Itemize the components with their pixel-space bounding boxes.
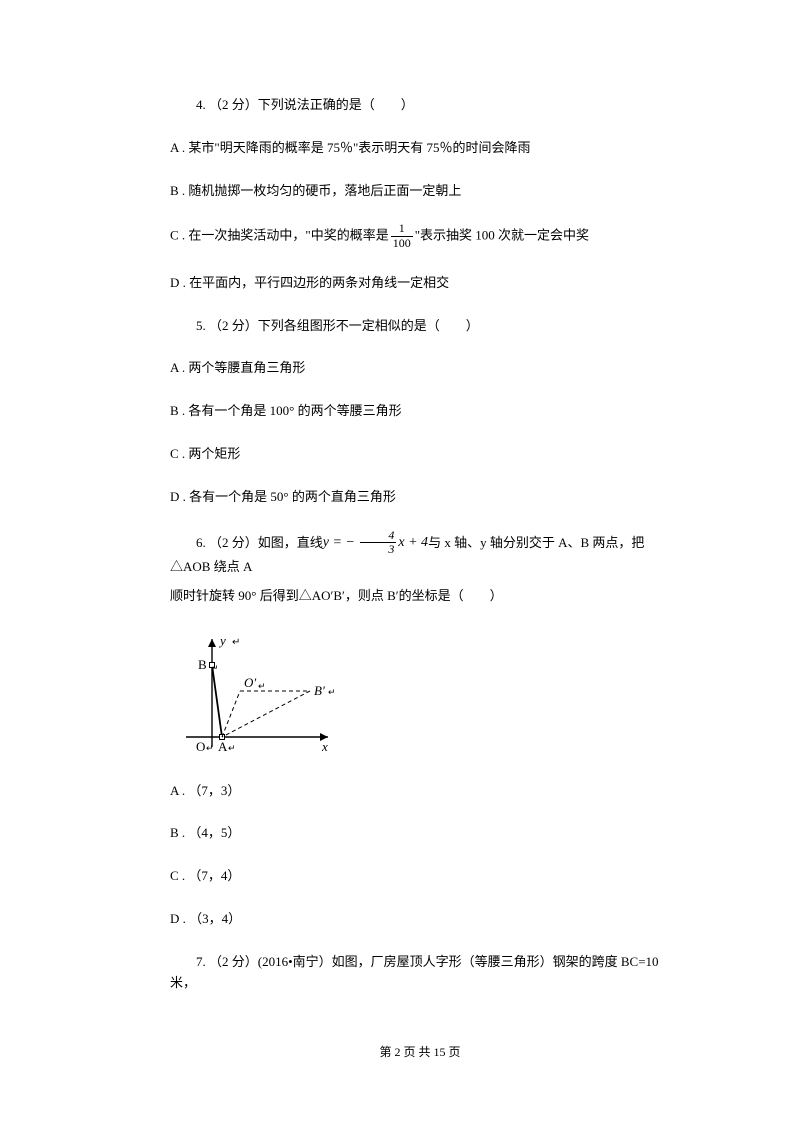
q6-figure: y↵xB↵O↵A↵O′↵B′↵	[170, 629, 670, 759]
q4-option-a: A . 某市"明天降雨的概率是 75％"表示明天有 75％的时间会降雨	[170, 138, 670, 159]
svg-text:B′: B′	[314, 683, 325, 698]
svg-text:↵: ↵	[206, 743, 214, 753]
svg-text:↵: ↵	[258, 681, 266, 691]
frac-den: 100	[391, 237, 413, 250]
svg-text:A: A	[218, 739, 228, 754]
svg-text:O′: O′	[244, 675, 256, 690]
svg-text:x: x	[321, 739, 328, 754]
fraction-4-3: 43	[360, 529, 396, 556]
q6-stem-line1: 6. （2 分）如图，直线y = − 43x + 4与 x 轴、y 轴分别交于 …	[170, 530, 670, 578]
svg-text:y: y	[218, 633, 226, 648]
q7-stem: 7. （2 分）(2016•南宁）如图，厂房屋顶人字形（等腰三角形）钢架的跨度 …	[170, 952, 670, 994]
eq-y: y =	[323, 535, 346, 550]
q6-option-a: A . （7，3）	[170, 781, 670, 802]
fraction-1-100: 1100	[391, 222, 413, 249]
q4-option-c: C . 在一次抽奖活动中，"中奖的概率是1100"表示抽奖 100 次就一定会中…	[170, 223, 670, 250]
q6-stem-line2: 顺时针旋转 90° 后得到△AO′B′，则点 B′的坐标是（ ）	[170, 586, 670, 607]
q5-option-c: C . 两个矩形	[170, 444, 670, 465]
frac-den: 3	[360, 543, 396, 556]
q5-stem: 5. （2 分）下列各组图形不一定相似的是（ ）	[170, 316, 670, 337]
q4-option-b: B . 随机抛掷一枚均匀的硬币，落地后正面一定朝上	[170, 181, 670, 202]
svg-text:O: O	[196, 739, 205, 754]
coordinate-diagram: y↵xB↵O↵A↵O′↵B′↵	[170, 629, 340, 759]
q6-option-b: B . （4，5）	[170, 823, 670, 844]
q6-option-c: C . （7，4）	[170, 866, 670, 887]
svg-text:↵: ↵	[228, 743, 236, 753]
frac-num: 4	[360, 529, 396, 543]
svg-text:↵: ↵	[232, 637, 240, 648]
page-footer: 第 2 页 共 15 页	[170, 1043, 670, 1062]
eq-minus: −	[345, 535, 358, 550]
q6-option-d: D . （3，4）	[170, 909, 670, 930]
q5-option-b: B . 各有一个角是 100° 的两个等腰三角形	[170, 401, 670, 422]
q4-stem: 4. （2 分）下列说法正确的是（ ）	[170, 95, 670, 116]
q5-option-d: D . 各有一个角是 50° 的两个直角三角形	[170, 487, 670, 508]
q4-option-d: D . 在平面内，平行四边形的两条对角线一定相交	[170, 273, 670, 294]
frac-num: 1	[391, 222, 413, 236]
q6-prefix: 6. （2 分）如图，直线	[196, 534, 323, 549]
svg-text:↵: ↵	[328, 687, 336, 697]
q5-option-a: A . 两个等腰直角三角形	[170, 358, 670, 379]
svg-text:B: B	[198, 657, 207, 672]
svg-text:↵: ↵	[211, 663, 219, 673]
eq-x4: x + 4	[398, 535, 428, 550]
q4-c-suffix: "表示抽奖 100 次就一定会中奖	[415, 228, 589, 243]
q4-c-prefix: C . 在一次抽奖活动中，"中奖的概率是	[170, 228, 389, 243]
q6-equation: y = − 43x + 4	[323, 535, 428, 550]
